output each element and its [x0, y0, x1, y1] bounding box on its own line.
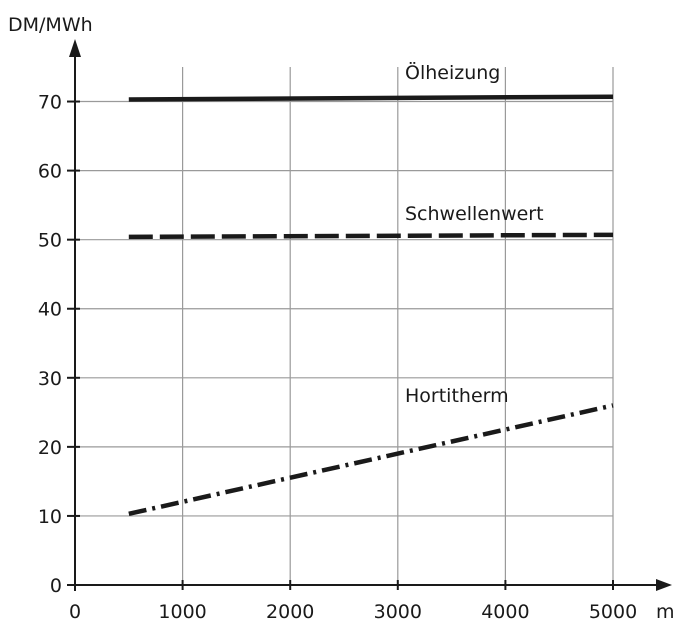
x-tick-label: 1000 — [158, 601, 206, 623]
y-tick-label: 0 — [50, 575, 62, 597]
y-tick-label: 10 — [38, 506, 62, 528]
y-tick-label: 30 — [38, 368, 62, 390]
x-tick-label: 0 — [69, 601, 81, 623]
series-line-schwellenwert — [128, 232, 614, 240]
series-label-hortitherm: Hortitherm — [405, 385, 509, 407]
x-tick-label: 4000 — [481, 601, 529, 623]
x-axis-arrow — [656, 579, 672, 591]
series-line-lheizung — [128, 94, 614, 102]
y-axis-label: DM/MWh — [8, 14, 93, 36]
y-tick-label: 60 — [38, 161, 62, 183]
x-axis-label: m — [656, 601, 673, 623]
x-tick-label: 2000 — [266, 601, 314, 623]
y-axis-arrow — [69, 39, 81, 57]
series-line-hortitherm — [128, 403, 614, 517]
series-label-schwellenwert: Schwellenwert — [405, 203, 544, 225]
x-tick-label: 5000 — [589, 601, 637, 623]
y-tick-label: 70 — [38, 92, 62, 114]
labels: DM/MWh m 0 1000 2000 3000 4000 5000 0 10 20 30 40 5… — [8, 14, 673, 623]
x-tick-label: 3000 — [374, 601, 422, 623]
y-tick-label: 40 — [38, 299, 62, 321]
series-lines — [128, 94, 614, 517]
y-tick-label: 50 — [38, 230, 62, 252]
series-label-lheizung: Ölheizung — [405, 61, 500, 84]
axes — [67, 39, 672, 591]
y-tick-label: 20 — [38, 437, 62, 459]
grid-lines — [75, 67, 614, 585]
